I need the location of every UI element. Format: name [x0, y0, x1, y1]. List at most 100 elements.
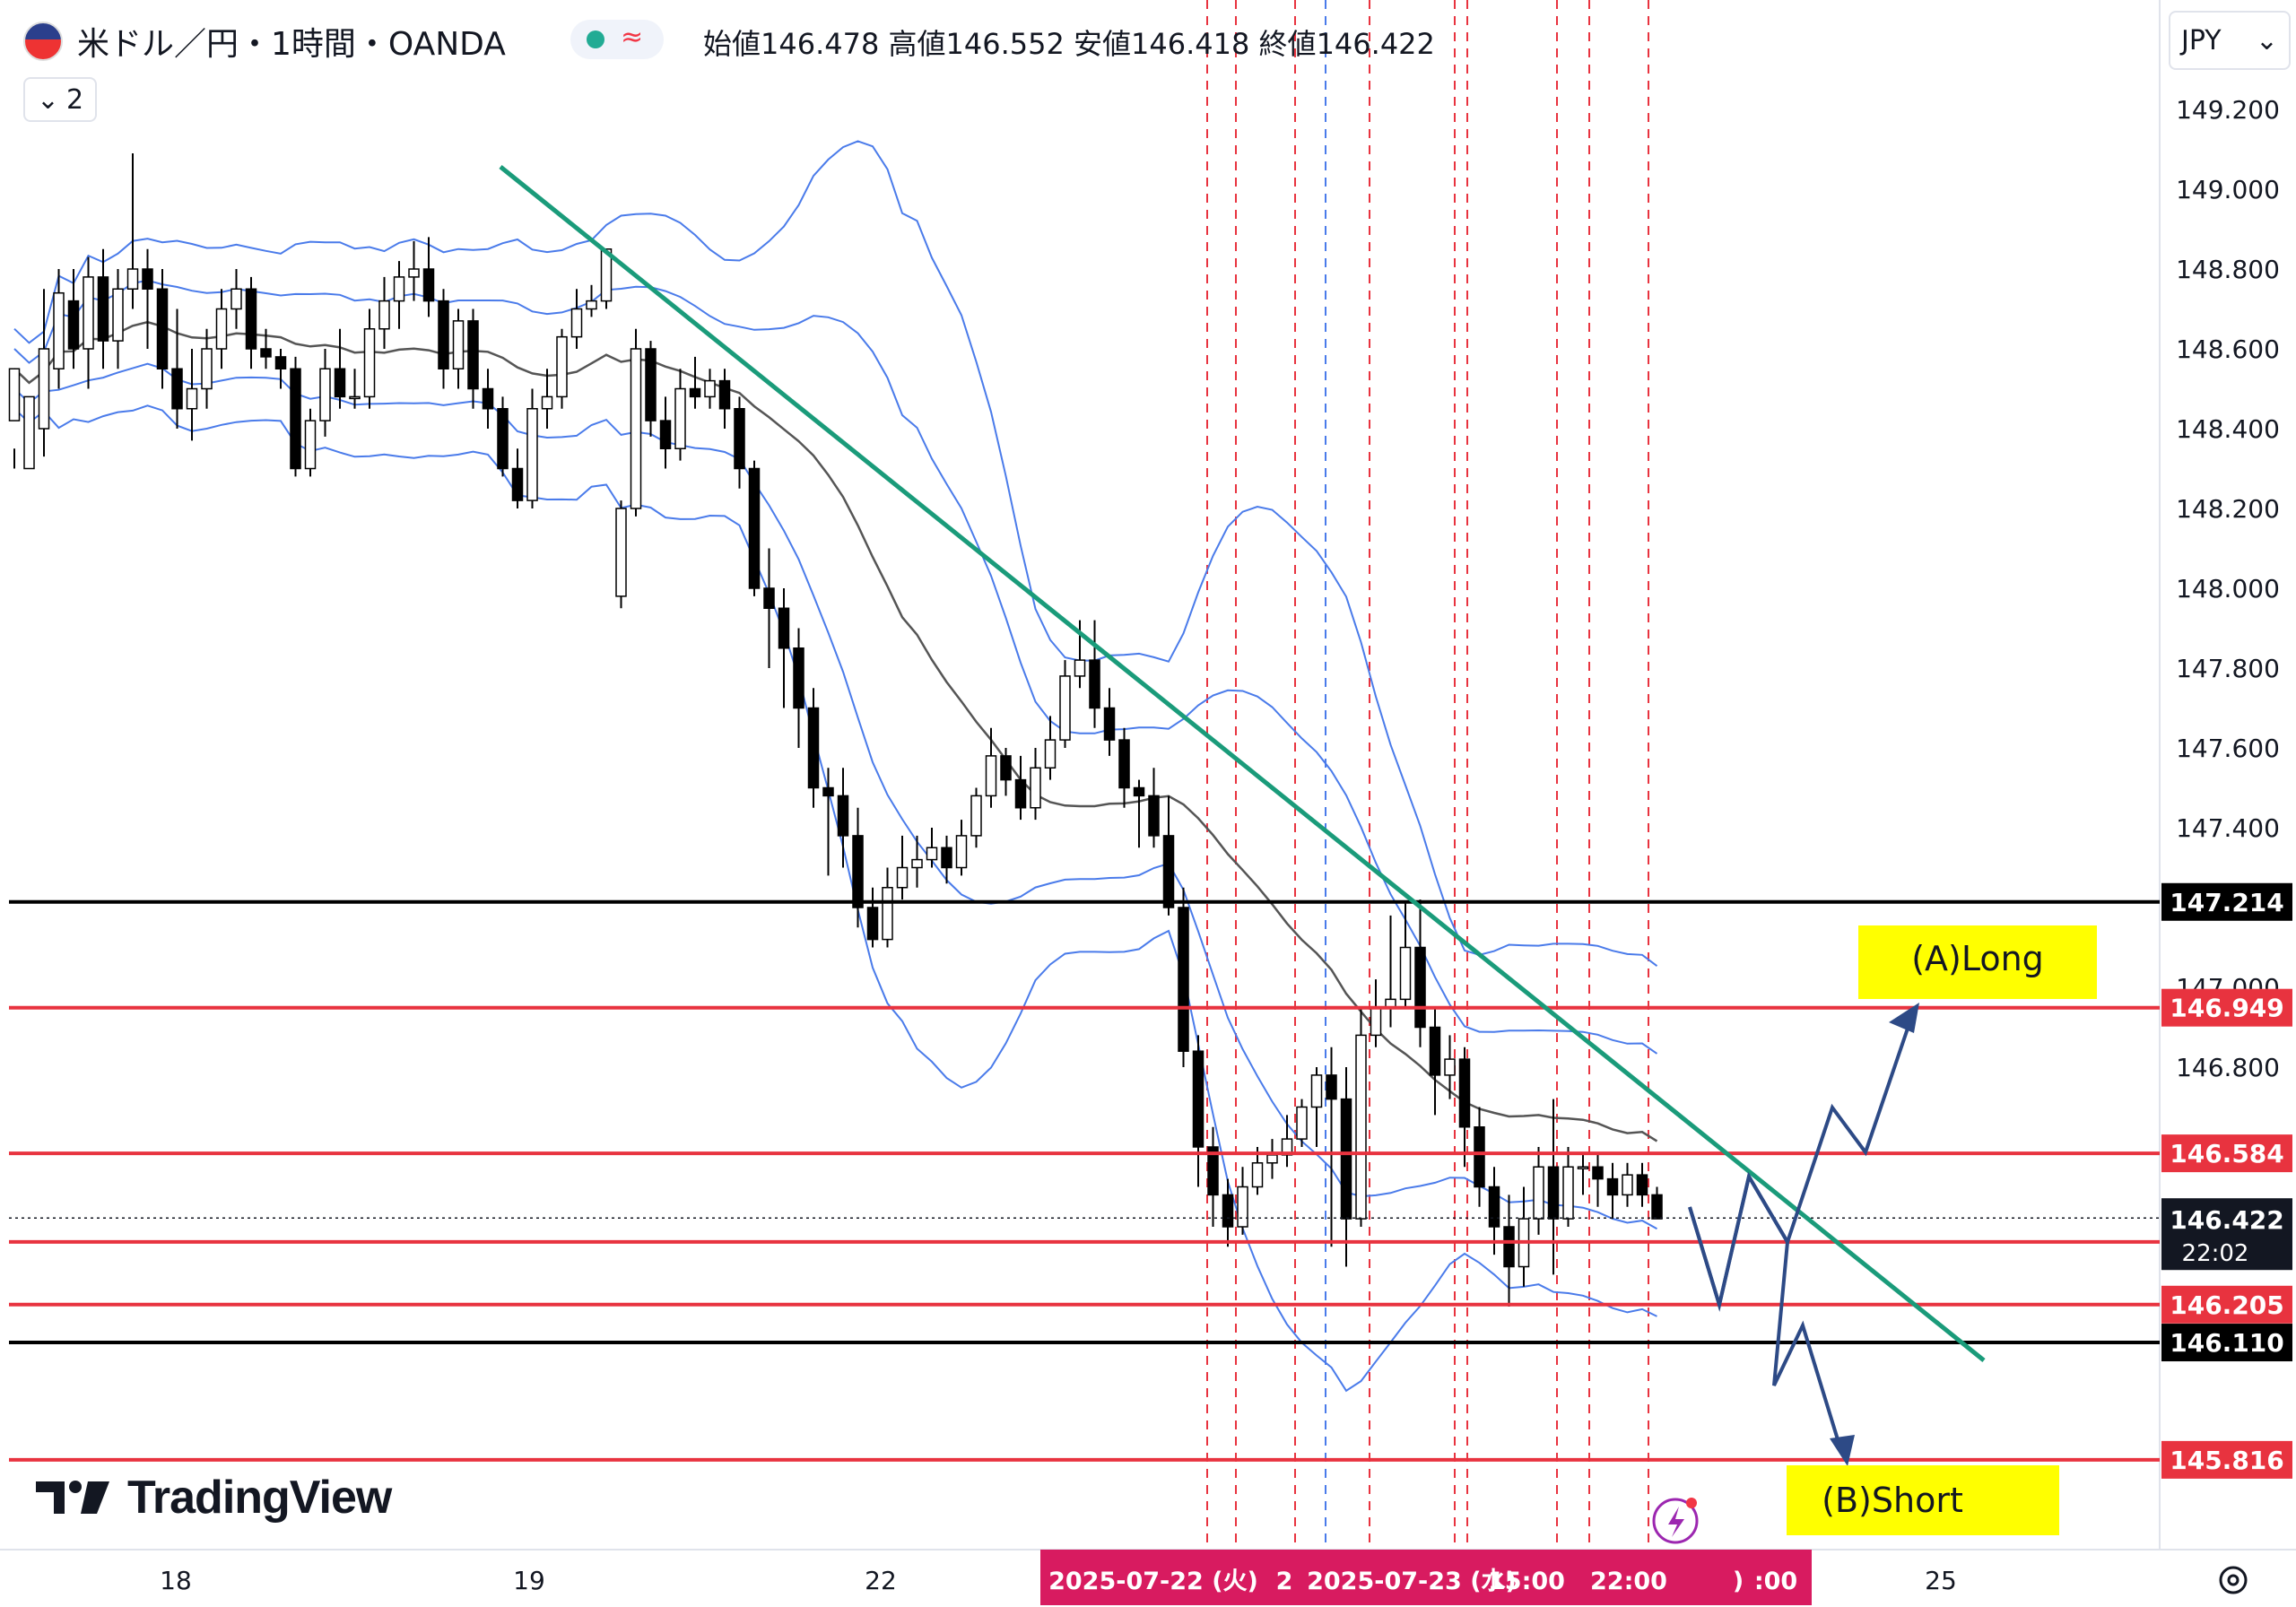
currency-select[interactable]: JPY ⌄	[2169, 11, 2291, 70]
candle[interactable]	[941, 835, 952, 884]
candle[interactable]	[541, 369, 553, 429]
candle[interactable]	[452, 308, 465, 389]
candle[interactable]	[38, 289, 50, 457]
candle[interactable]	[126, 152, 139, 309]
flash-replay-icon[interactable]	[1652, 1498, 1699, 1544]
candle[interactable]	[1281, 1115, 1293, 1168]
candle[interactable]	[985, 727, 997, 808]
candle[interactable]	[349, 369, 361, 409]
candle[interactable]	[645, 341, 657, 437]
candle[interactable]	[1385, 915, 1396, 1028]
candle[interactable]	[734, 396, 745, 489]
candle[interactable]	[260, 328, 272, 369]
symbol-title[interactable]: 米ドル／円・1時間・OANDA	[77, 26, 506, 63]
candle[interactable]	[659, 396, 672, 469]
candle[interactable]	[1414, 899, 1426, 1047]
settings-icon[interactable]	[2215, 1562, 2251, 1598]
candle[interactable]	[866, 887, 879, 948]
candle[interactable]	[1340, 1067, 1352, 1267]
candle[interactable]	[852, 807, 864, 928]
market-status-pill[interactable]: ≈	[570, 20, 664, 59]
candle[interactable]	[1103, 688, 1116, 756]
candle[interactable]	[1148, 768, 1160, 848]
candle[interactable]	[1474, 1107, 1485, 1207]
candle[interactable]	[201, 328, 213, 409]
candle[interactable]	[156, 269, 169, 389]
candle[interactable]	[1326, 1047, 1337, 1247]
candle[interactable]	[1651, 1186, 1663, 1220]
candle[interactable]	[422, 237, 435, 317]
candle[interactable]	[718, 369, 731, 429]
candle[interactable]	[807, 688, 820, 808]
candle[interactable]	[1370, 979, 1382, 1047]
downtrend-line[interactable]	[499, 165, 1986, 1362]
candle[interactable]	[1577, 1154, 1589, 1195]
candle[interactable]	[8, 368, 21, 469]
candle[interactable]	[1622, 1162, 1633, 1207]
price-axis-panel[interactable]	[2160, 0, 2296, 1607]
candle[interactable]	[1310, 1067, 1323, 1147]
candle[interactable]	[1118, 727, 1130, 808]
candle[interactable]	[896, 835, 909, 900]
candle[interactable]	[882, 867, 893, 948]
candle[interactable]	[778, 588, 790, 708]
candle[interactable]	[467, 308, 479, 409]
candle[interactable]	[304, 408, 317, 477]
candle[interactable]	[1222, 1178, 1234, 1247]
candle[interactable]	[1562, 1147, 1574, 1227]
candle[interactable]	[408, 240, 420, 301]
candle[interactable]	[1266, 1139, 1278, 1179]
candle[interactable]	[511, 448, 524, 508]
candle[interactable]	[1044, 716, 1057, 780]
candle[interactable]	[1030, 748, 1041, 821]
candle[interactable]	[186, 349, 198, 441]
candle[interactable]	[1592, 1154, 1604, 1207]
candle[interactable]	[837, 768, 849, 868]
candle[interactable]	[142, 248, 153, 349]
candle[interactable]	[1178, 887, 1189, 1067]
candle[interactable]	[363, 308, 376, 409]
candle[interactable]	[1429, 1007, 1441, 1116]
candle[interactable]	[112, 269, 124, 369]
candle[interactable]	[911, 835, 923, 888]
candle[interactable]	[290, 356, 301, 477]
candle[interactable]	[704, 369, 716, 409]
candle[interactable]	[1606, 1162, 1619, 1220]
candle[interactable]	[274, 349, 287, 389]
candle[interactable]	[630, 328, 642, 517]
candle[interactable]	[1503, 1194, 1515, 1307]
candle[interactable]	[926, 828, 938, 868]
candle[interactable]	[497, 396, 509, 477]
candle[interactable]	[1133, 779, 1145, 848]
candle[interactable]	[763, 548, 775, 669]
candle[interactable]	[1547, 1099, 1560, 1275]
candle[interactable]	[482, 369, 494, 429]
candle[interactable]	[1444, 1035, 1456, 1099]
candle[interactable]	[600, 248, 613, 309]
candle[interactable]	[1000, 748, 1012, 796]
candle[interactable]	[570, 289, 583, 349]
candle[interactable]	[615, 500, 627, 609]
candle[interactable]	[1192, 1035, 1205, 1187]
candle[interactable]	[748, 460, 761, 596]
candle[interactable]	[955, 820, 968, 876]
candle[interactable]	[53, 269, 65, 389]
candle[interactable]	[334, 328, 346, 409]
candle[interactable]	[1296, 1099, 1308, 1147]
candle[interactable]	[586, 284, 597, 317]
candle[interactable]	[97, 248, 109, 369]
candle[interactable]	[1355, 1007, 1367, 1227]
candle[interactable]	[1488, 1167, 1500, 1255]
candle[interactable]	[319, 349, 331, 437]
candle[interactable]	[970, 787, 982, 848]
candle[interactable]	[674, 369, 686, 461]
candle[interactable]	[1162, 795, 1175, 916]
candle[interactable]	[171, 308, 183, 430]
candle[interactable]	[526, 388, 538, 509]
candle[interactable]	[393, 261, 405, 329]
candle[interactable]	[1399, 903, 1412, 1008]
candle[interactable]	[215, 289, 228, 369]
candle[interactable]	[83, 256, 94, 389]
candle[interactable]	[689, 356, 701, 409]
